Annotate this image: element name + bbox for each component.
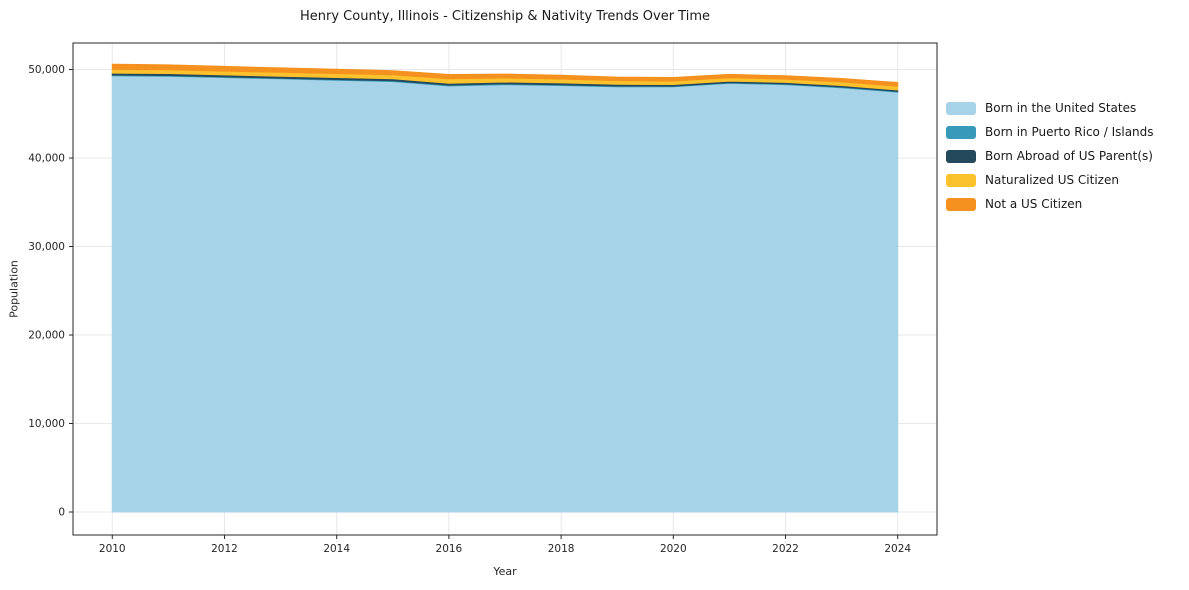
legend-item-1: Born in Puerto Rico / Islands: [946, 125, 1154, 139]
chart-title: Henry County, Illinois - Citizenship & N…: [299, 9, 710, 24]
legend-item-2: Born Abroad of US Parent(s): [946, 149, 1154, 163]
y-tick-label: 50,000: [28, 64, 65, 76]
tick-labels: 0 10,000 20,000 30,000 40,000 50,000 2010 2012 2…: [28, 64, 911, 555]
legend-label: Not a US Citizen: [985, 197, 1083, 211]
y-tick-label: 0: [58, 506, 65, 518]
y-tick-label: 10,000: [28, 418, 65, 430]
legend-swatch: [946, 173, 976, 187]
legend-label: Born Abroad of US Parent(s): [985, 149, 1153, 163]
legend-label: Born in the United States: [985, 101, 1137, 115]
legend-label: Born in Puerto Rico / Islands: [985, 125, 1154, 139]
legend-label: Naturalized US Citizen: [985, 173, 1119, 187]
x-tick-label: 2014: [323, 543, 350, 555]
legend-item-0: Born in the United States: [946, 101, 1154, 115]
plot-frame: [72, 42, 938, 536]
legend-item-4: Not a US Citizen: [946, 197, 1154, 211]
x-tick-label: 2016: [436, 543, 463, 555]
area-series-4: [111, 63, 899, 87]
legend-swatch: [946, 197, 976, 211]
area-series-0: [111, 75, 899, 513]
axis-ticks: [69, 69, 899, 539]
legend-swatch: [946, 101, 976, 115]
legend-swatch: [946, 125, 976, 139]
y-tick-label: 20,000: [28, 330, 65, 342]
y-tick-label: 40,000: [28, 153, 65, 165]
y-tick-label: 30,000: [28, 241, 65, 253]
x-axis-label: Year: [493, 565, 517, 578]
x-tick-label: 2010: [99, 543, 126, 555]
legend-swatch: [946, 149, 976, 163]
x-tick-label: 2024: [884, 543, 911, 555]
x-tick-label: 2018: [548, 543, 575, 555]
x-tick-label: 2012: [211, 543, 238, 555]
legend: Born in the United States Born in Puerto …: [946, 101, 1154, 211]
x-tick-label: 2020: [660, 543, 687, 555]
legend-item-3: Naturalized US Citizen: [946, 173, 1154, 187]
x-tick-label: 2022: [772, 543, 799, 555]
